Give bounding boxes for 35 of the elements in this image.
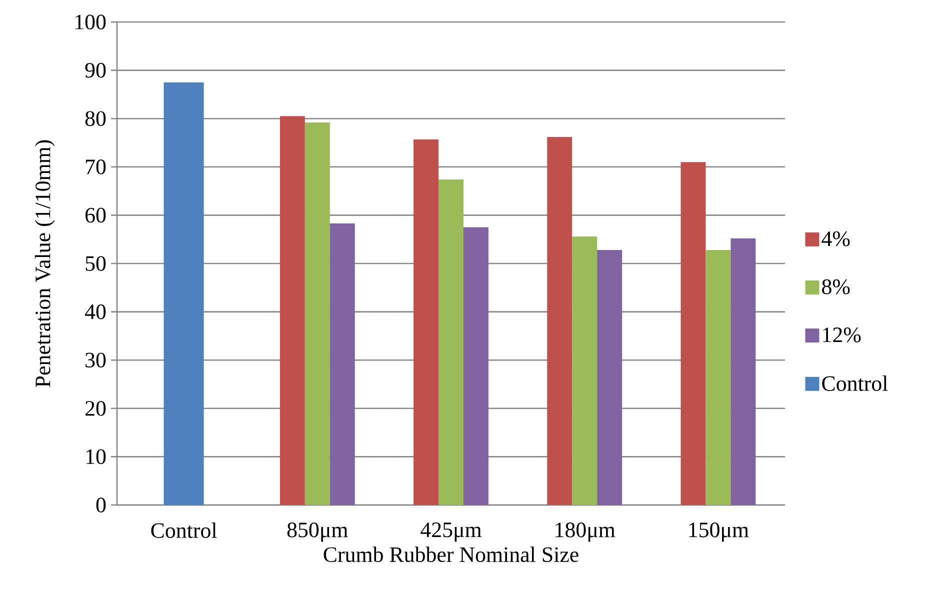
bar	[730, 238, 756, 505]
y-tick-label: 10	[86, 449, 106, 464]
bar	[304, 122, 330, 505]
x-tick-label: Control	[151, 522, 217, 538]
legend-label: 8%	[822, 279, 850, 294]
bar	[597, 250, 622, 505]
y-tick-label: 30	[86, 352, 106, 368]
bar	[572, 236, 598, 505]
y-tick-label: 60	[86, 208, 106, 223]
legend-label: Control	[822, 376, 888, 391]
y-tick-label: 20	[86, 401, 106, 416]
y-tick-label: 90	[85, 62, 106, 78]
legend-label: 4%	[822, 231, 850, 246]
y-tick-label: 50	[86, 256, 106, 271]
bar	[280, 116, 305, 505]
y-tick-label: 0	[96, 498, 106, 512]
legend-label: 12%	[823, 327, 861, 342]
x-tick-label: 425μm	[420, 522, 482, 542]
bar	[547, 136, 572, 505]
y-tick-label: 70	[86, 160, 106, 174]
bar	[438, 179, 464, 505]
y-tick-label: 100	[76, 14, 106, 30]
y-tick-label: 40	[84, 304, 106, 320]
bar	[680, 162, 706, 505]
bar	[463, 227, 488, 505]
bar	[414, 139, 439, 505]
x-tick-label: 150μm	[689, 522, 749, 542]
y-axis-title: Penetration Value (1/10mm)	[34, 140, 55, 388]
bar	[330, 223, 355, 505]
x-tick-label: 180μm	[556, 522, 616, 542]
y-tick-label: 80	[85, 111, 106, 126]
bar	[164, 82, 204, 505]
x-axis-title: Crumb Rubber Nominal Size	[324, 546, 578, 562]
x-tick-label: 850μm	[287, 522, 348, 542]
bar	[706, 250, 731, 505]
